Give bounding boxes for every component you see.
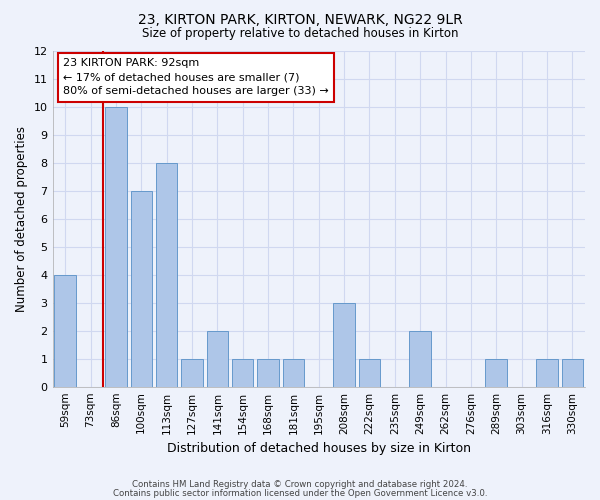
Bar [536, 358, 558, 386]
Text: 23, KIRTON PARK, KIRTON, NEWARK, NG22 9LR: 23, KIRTON PARK, KIRTON, NEWARK, NG22 9L… [137, 12, 463, 26]
Text: 23 KIRTON PARK: 92sqm
← 17% of detached houses are smaller (7)
80% of semi-detac: 23 KIRTON PARK: 92sqm ← 17% of detached … [63, 58, 329, 96]
Bar [105, 108, 127, 386]
Y-axis label: Number of detached properties: Number of detached properties [15, 126, 28, 312]
Bar [206, 331, 228, 386]
X-axis label: Distribution of detached houses by size in Kirton: Distribution of detached houses by size … [167, 442, 471, 455]
Text: Size of property relative to detached houses in Kirton: Size of property relative to detached ho… [142, 28, 458, 40]
Bar [359, 358, 380, 386]
Bar [283, 358, 304, 386]
Bar [334, 303, 355, 386]
Bar [232, 358, 253, 386]
Text: Contains public sector information licensed under the Open Government Licence v3: Contains public sector information licen… [113, 488, 487, 498]
Bar [485, 358, 507, 386]
Bar [409, 331, 431, 386]
Bar [156, 163, 178, 386]
Bar [55, 275, 76, 386]
Bar [257, 358, 279, 386]
Bar [181, 358, 203, 386]
Bar [562, 358, 583, 386]
Bar [131, 191, 152, 386]
Text: Contains HM Land Registry data © Crown copyright and database right 2024.: Contains HM Land Registry data © Crown c… [132, 480, 468, 489]
